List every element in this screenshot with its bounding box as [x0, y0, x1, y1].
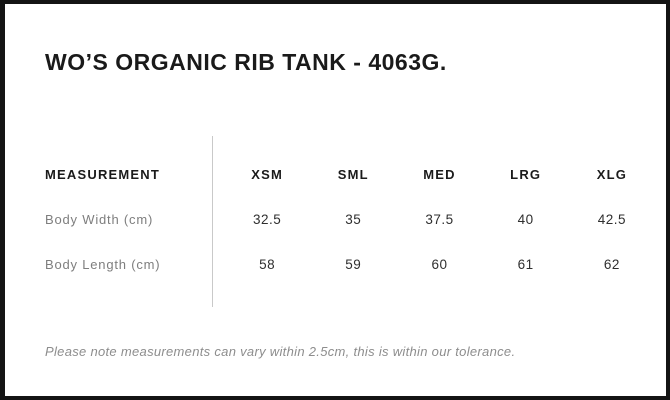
table-divider-line	[212, 136, 213, 307]
column-header-lrg: LRG	[510, 167, 542, 182]
column-header-measurement: MEASUREMENT	[45, 167, 161, 182]
body-length-lrg: 61	[517, 257, 534, 272]
body-width-lrg: 40	[517, 212, 534, 227]
column-header-sml: SML	[337, 167, 369, 182]
column-header-med: MED	[423, 167, 456, 182]
tolerance-note: Please note measurements can vary within…	[45, 344, 516, 359]
body-length-sml: 59	[345, 257, 362, 272]
body-width-med: 37.5	[425, 212, 454, 227]
body-length-med: 60	[431, 257, 448, 272]
body-length-xsm: 58	[259, 257, 276, 272]
column-header-xlg: XLG	[596, 167, 628, 182]
body-length-xlg: 62	[603, 257, 620, 272]
row-label-body-length: Body Length (cm)	[45, 257, 161, 272]
row-label-body-width: Body Width (cm)	[45, 212, 154, 227]
body-width-xlg: 42.5	[597, 212, 627, 227]
body-width-sml: 35	[345, 212, 362, 227]
column-header-xsm: XSM	[251, 167, 283, 182]
size-chart-table: MEASUREMENT XSM SML MED LRG XLG Body Wid…	[45, 152, 655, 287]
product-title: WO’S ORGANIC RIB TANK - 4063G.	[45, 49, 447, 75]
body-width-xsm: 32.5	[252, 212, 282, 227]
